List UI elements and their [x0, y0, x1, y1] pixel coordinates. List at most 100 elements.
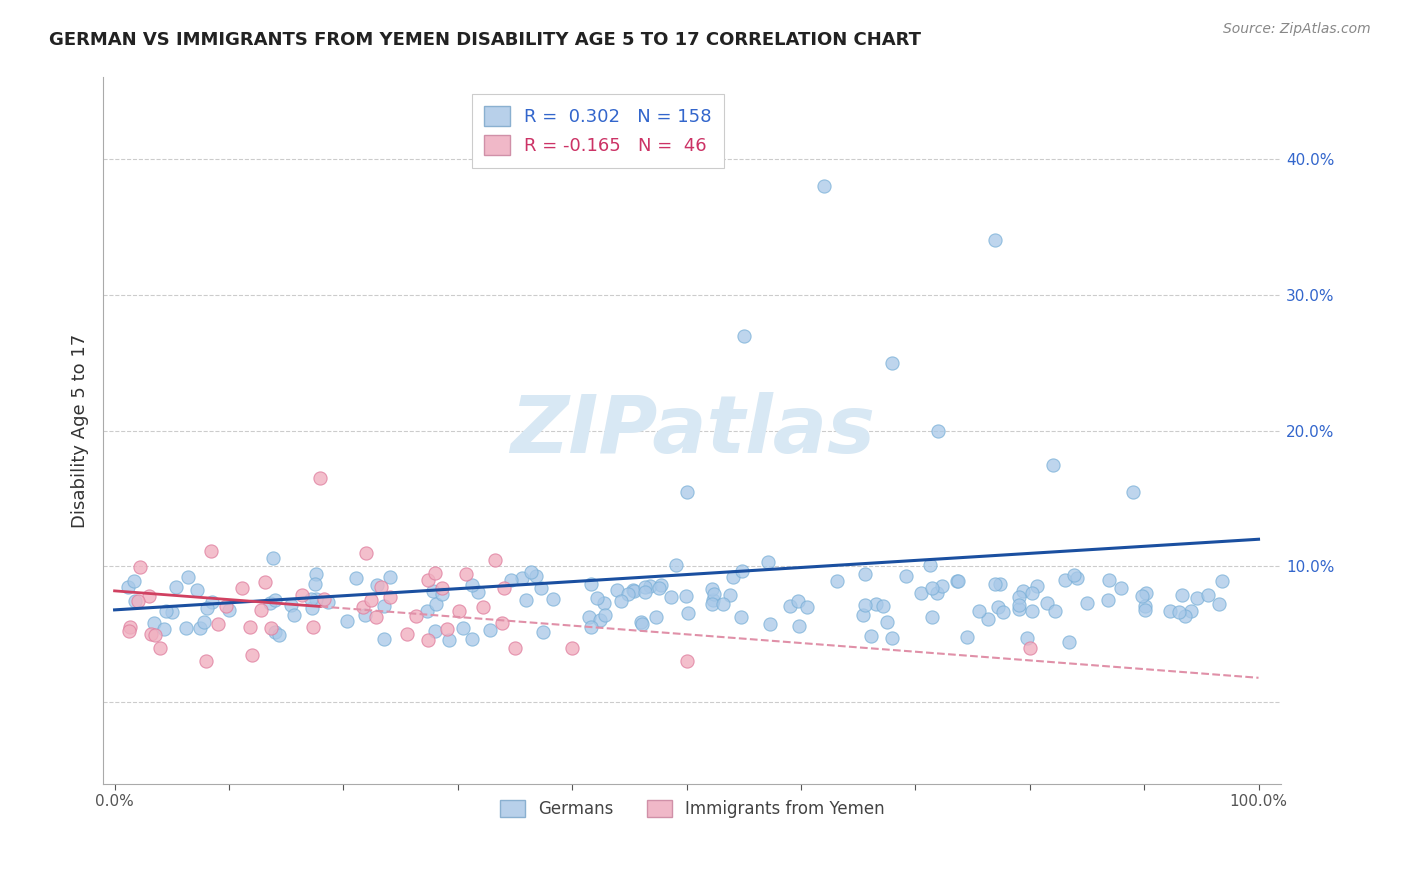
Point	[122, 574, 145, 588]
Point	[352, 599, 374, 614]
Point	[520, 565, 543, 579]
Point	[1130, 590, 1153, 604]
Point	[240, 648, 263, 662]
Point	[578, 610, 600, 624]
Point	[1171, 588, 1194, 602]
Point	[1043, 604, 1066, 618]
Point	[1109, 582, 1132, 596]
Point	[215, 599, 238, 614]
Point	[291, 588, 314, 602]
Point	[200, 543, 222, 558]
Point	[703, 587, 725, 601]
Point	[533, 625, 555, 640]
Point	[659, 591, 682, 605]
Point	[344, 571, 367, 585]
Point	[606, 583, 628, 598]
Point	[921, 610, 943, 624]
Point	[149, 640, 172, 655]
Point	[1008, 602, 1031, 616]
Point	[301, 619, 323, 633]
Point	[1066, 571, 1088, 585]
Point	[1097, 592, 1119, 607]
Point	[395, 627, 418, 641]
Point	[825, 574, 848, 588]
Point	[472, 600, 495, 615]
Point	[1208, 597, 1230, 611]
Point	[595, 608, 617, 623]
Point	[425, 624, 447, 638]
Point	[1021, 585, 1043, 599]
Point	[437, 633, 460, 648]
Point	[756, 556, 779, 570]
Point	[174, 621, 197, 635]
Point	[759, 617, 782, 632]
Point	[561, 640, 583, 655]
Point	[263, 593, 285, 607]
Point	[231, 581, 253, 595]
Point	[1159, 604, 1181, 618]
Point	[610, 593, 633, 607]
Point	[501, 573, 523, 587]
Point	[946, 574, 969, 588]
Point	[1135, 603, 1157, 617]
Point	[787, 594, 810, 608]
Point	[623, 583, 645, 598]
Point	[461, 632, 484, 647]
Point	[1211, 574, 1233, 588]
Text: Source: ZipAtlas.com: Source: ZipAtlas.com	[1223, 22, 1371, 37]
Point	[853, 598, 876, 612]
Point	[872, 599, 894, 614]
Text: ZIPatlas: ZIPatlas	[510, 392, 875, 469]
Point	[478, 623, 501, 637]
Point	[876, 615, 898, 630]
Point	[416, 604, 439, 618]
Point	[631, 616, 654, 631]
Point	[141, 627, 163, 641]
Point	[378, 570, 401, 584]
Point	[617, 587, 640, 601]
Point	[467, 585, 489, 599]
Point	[984, 234, 1007, 248]
Point	[188, 621, 211, 635]
Point	[702, 582, 724, 596]
Point	[650, 578, 672, 592]
Point	[254, 574, 277, 589]
Point	[852, 607, 875, 622]
Point	[1008, 598, 1031, 612]
Point	[634, 581, 657, 595]
Point	[264, 624, 287, 639]
Point	[1026, 579, 1049, 593]
Point	[1042, 458, 1064, 472]
Point	[644, 610, 666, 624]
Point	[1122, 484, 1144, 499]
Point	[515, 593, 537, 607]
Point	[318, 595, 340, 609]
Legend: Germans, Immigrants from Yemen: Germans, Immigrants from Yemen	[494, 793, 891, 825]
Point	[541, 591, 564, 606]
Point	[145, 628, 167, 642]
Point	[967, 604, 990, 618]
Point	[1054, 574, 1077, 588]
Point	[665, 558, 688, 573]
Point	[1167, 605, 1189, 619]
Point	[484, 552, 506, 566]
Point	[813, 179, 835, 194]
Point	[931, 579, 953, 593]
Point	[853, 567, 876, 582]
Point	[711, 597, 734, 611]
Point	[364, 610, 387, 624]
Point	[779, 599, 801, 613]
Point	[1021, 604, 1043, 618]
Point	[259, 596, 281, 610]
Point	[1076, 596, 1098, 610]
Point	[186, 583, 208, 598]
Point	[634, 585, 657, 599]
Point	[117, 580, 139, 594]
Point	[250, 603, 273, 617]
Point	[239, 619, 262, 633]
Point	[373, 632, 395, 646]
Point	[425, 598, 447, 612]
Point	[193, 615, 215, 629]
Point	[946, 574, 969, 589]
Point	[1035, 596, 1057, 610]
